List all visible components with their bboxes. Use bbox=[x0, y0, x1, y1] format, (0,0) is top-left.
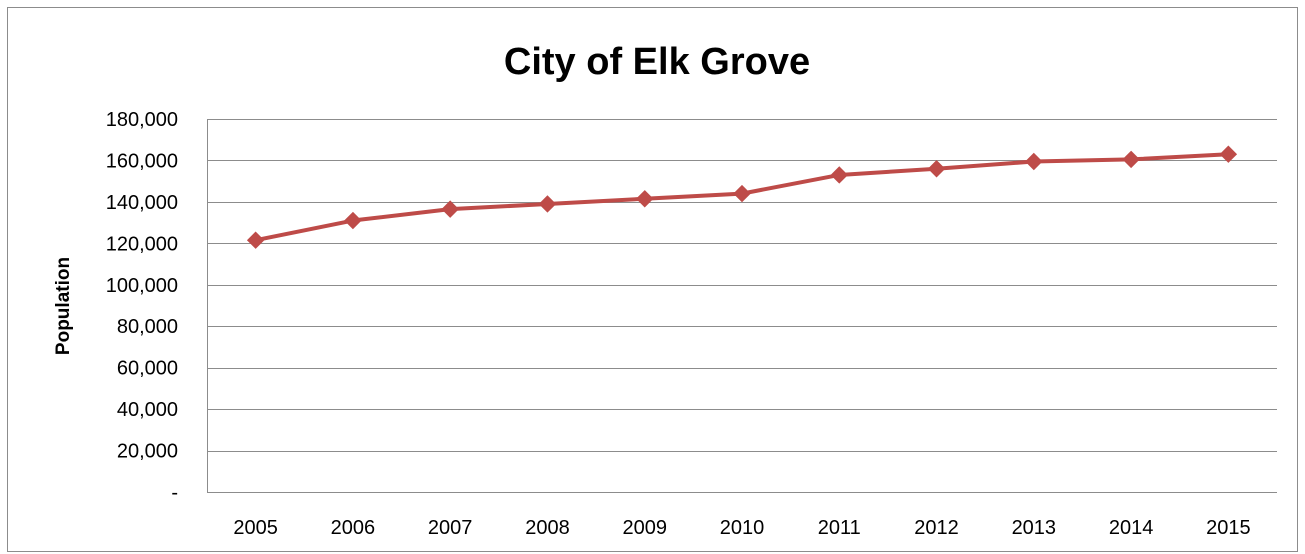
data-point-marker bbox=[1219, 145, 1238, 163]
x-tick-label: 2005 bbox=[233, 517, 278, 539]
y-tick-labels: - 20,000 40,000 60,000 80,000 100,000 120,000 1… bbox=[106, 109, 178, 504]
y-tick-label: 180,000 bbox=[106, 109, 178, 131]
y-tick-label: 80,000 bbox=[117, 316, 178, 338]
y-tick-label: - bbox=[171, 482, 178, 504]
y-tick-label: 160,000 bbox=[106, 150, 178, 172]
axes bbox=[207, 119, 1277, 493]
y-tick-label: 100,000 bbox=[106, 275, 178, 297]
x-tick-label: 2009 bbox=[622, 517, 667, 539]
x-tick-label: 2013 bbox=[1012, 517, 1057, 539]
data-point-marker bbox=[927, 160, 946, 178]
x-tick-labels: 2005 2006 2007 2008 2009 2010 2011 2012 2013 2014… bbox=[233, 517, 1250, 539]
chart-frame bbox=[7, 7, 1298, 552]
data-point-marker bbox=[830, 166, 848, 184]
y-tick-label: 140,000 bbox=[106, 192, 178, 214]
x-tick-label: 2015 bbox=[1206, 517, 1251, 539]
data-point-marker bbox=[246, 231, 265, 249]
y-tick-label: 40,000 bbox=[117, 399, 178, 421]
y-axis-label: Population bbox=[53, 257, 74, 355]
x-tick-label: 2014 bbox=[1109, 517, 1154, 539]
x-tick-label: 2012 bbox=[914, 517, 959, 539]
y-tick-label: 120,000 bbox=[106, 233, 178, 255]
data-point-marker bbox=[344, 211, 362, 230]
markers bbox=[246, 145, 1238, 249]
y-tick-label: 20,000 bbox=[117, 441, 178, 463]
x-tick-label: 2006 bbox=[331, 517, 376, 539]
x-tick-label: 2007 bbox=[428, 517, 473, 539]
data-point-marker bbox=[1122, 150, 1140, 169]
y-tick-label: 60,000 bbox=[117, 358, 178, 380]
chart-title: City of Elk Grove bbox=[504, 41, 810, 83]
data-point-marker bbox=[636, 190, 654, 208]
data-point-marker bbox=[733, 184, 751, 203]
data-point-marker bbox=[441, 200, 459, 218]
gridlines bbox=[207, 119, 1277, 452]
x-tick-label: 2008 bbox=[525, 517, 570, 539]
data-point-marker bbox=[1025, 152, 1043, 171]
data-point-marker bbox=[538, 195, 557, 213]
x-tick-label: 2010 bbox=[720, 517, 765, 539]
x-tick-label: 2011 bbox=[818, 517, 861, 539]
